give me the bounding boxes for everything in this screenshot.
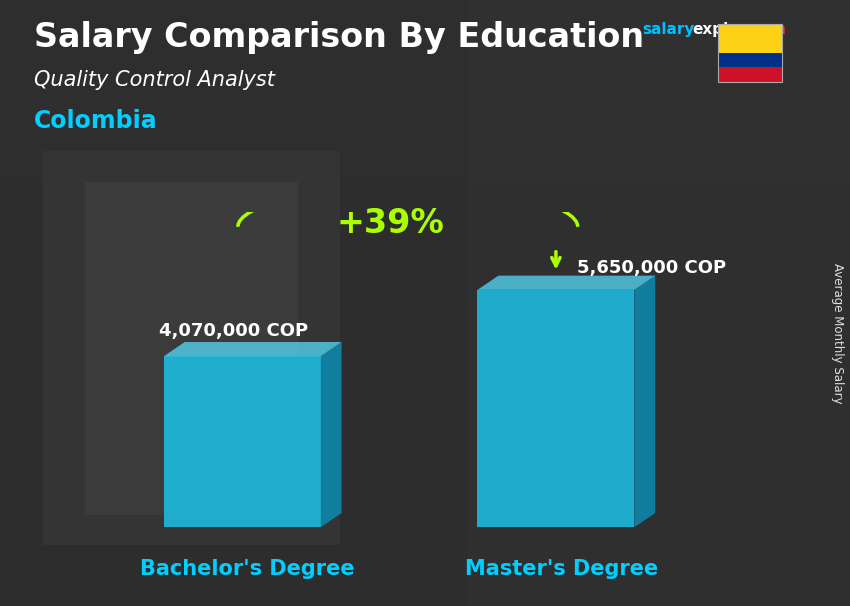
Text: .com: .com [745, 22, 786, 38]
Polygon shape [164, 356, 320, 527]
Text: Average Monthly Salary: Average Monthly Salary [830, 263, 844, 404]
Polygon shape [164, 342, 342, 356]
Text: salary: salary [643, 22, 695, 38]
Bar [0, 0, 850, 182]
Text: Quality Control Analyst: Quality Control Analyst [34, 70, 275, 90]
Polygon shape [478, 290, 634, 527]
Text: 5,650,000 COP: 5,650,000 COP [577, 259, 726, 277]
Text: explorer: explorer [692, 22, 764, 38]
Text: Colombia: Colombia [34, 109, 157, 133]
Text: Bachelor's Degree: Bachelor's Degree [140, 559, 354, 579]
Bar [42, 152, 340, 545]
Text: 4,070,000 COP: 4,070,000 COP [159, 322, 308, 341]
Text: Master's Degree: Master's Degree [464, 559, 658, 579]
Bar [85, 182, 298, 515]
Bar [468, 0, 850, 606]
Polygon shape [320, 342, 342, 527]
Polygon shape [478, 276, 655, 290]
Text: +39%: +39% [337, 207, 445, 240]
Polygon shape [634, 276, 655, 527]
Text: Salary Comparison By Education: Salary Comparison By Education [34, 21, 644, 54]
